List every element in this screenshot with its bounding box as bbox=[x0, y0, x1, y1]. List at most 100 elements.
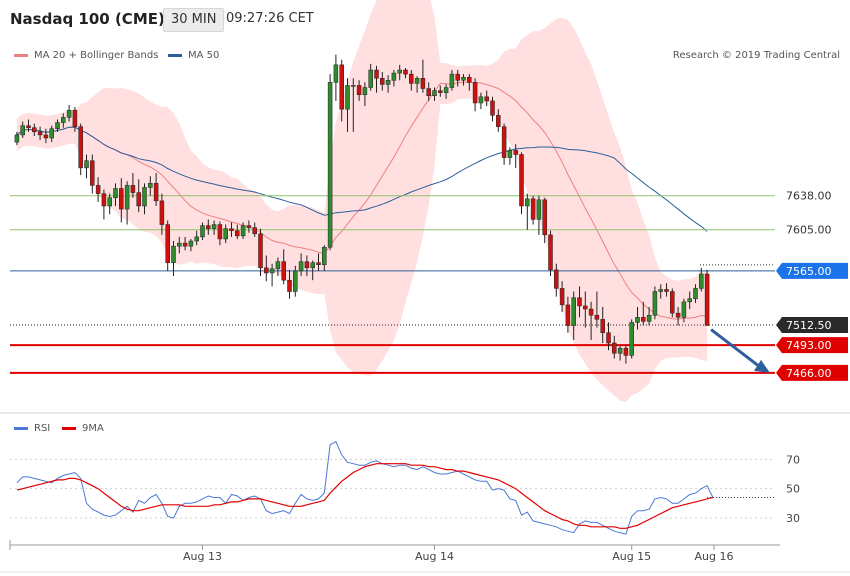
candle-body bbox=[617, 347, 623, 354]
timeframe-selector[interactable]: 30 MIN bbox=[163, 8, 225, 32]
candle-body bbox=[101, 193, 107, 207]
candle-body bbox=[113, 188, 118, 199]
legend-bollinger: MA 20 + Bollinger Bands bbox=[14, 50, 158, 61]
rsi-ma-swatch bbox=[62, 427, 76, 430]
projection-arrow-head bbox=[754, 359, 770, 373]
candle-body bbox=[252, 227, 257, 235]
time-label-Aug-13: Aug 13 bbox=[183, 550, 222, 563]
candle-body bbox=[559, 288, 565, 306]
candle-body bbox=[316, 262, 321, 265]
candle-body bbox=[95, 185, 101, 194]
candle-body bbox=[542, 199, 547, 236]
candle-body bbox=[165, 224, 170, 263]
price-legend: MA 20 + Bollinger Bands MA 50 Research ©… bbox=[0, 50, 850, 66]
candle-body bbox=[414, 77, 420, 84]
candle-body bbox=[565, 304, 571, 326]
candle-body bbox=[548, 234, 553, 271]
time-label-Aug-16: Aug 16 bbox=[695, 550, 734, 563]
candle-body bbox=[37, 131, 43, 136]
level-tags-layer: 7638.00 7605.00 7565.00 7512.50 7493.00 7466.… bbox=[776, 190, 848, 381]
candle-body bbox=[327, 82, 333, 248]
candle-body bbox=[699, 273, 704, 289]
candle-body bbox=[269, 268, 275, 274]
candle-body bbox=[322, 246, 327, 265]
candle-body bbox=[496, 115, 501, 127]
candle-body bbox=[275, 261, 281, 270]
candle-body bbox=[606, 332, 611, 344]
candle-body bbox=[438, 90, 443, 93]
candle-body bbox=[530, 198, 536, 220]
candle-body bbox=[409, 73, 414, 84]
candle-body bbox=[14, 134, 20, 143]
candle-body bbox=[20, 125, 25, 136]
candle-body bbox=[171, 245, 176, 263]
time-axis: Aug 13 Aug 14 Aug 15 Aug 16 bbox=[0, 540, 850, 573]
candles-layer bbox=[14, 54, 770, 373]
candle-body bbox=[571, 297, 576, 326]
candle-body bbox=[142, 187, 147, 207]
candle-body bbox=[612, 342, 617, 354]
candle-body bbox=[646, 314, 652, 322]
ma50-swatch bbox=[168, 54, 182, 57]
level-label-7605.00: 7605.00 bbox=[786, 224, 832, 237]
candle-body bbox=[339, 64, 344, 110]
candle-body bbox=[449, 73, 455, 88]
candle-body bbox=[536, 199, 542, 220]
rsi-legend: RSI 9MA bbox=[0, 423, 400, 439]
level-tag-7493.00 bbox=[776, 337, 848, 354]
copyright-text: Research © 2019 Trading Central bbox=[672, 50, 840, 61]
timestamp: 09:27:26 CET bbox=[226, 11, 314, 26]
candle-body bbox=[148, 183, 153, 188]
chart-header: Nasdaq 100 (CME) 30 MIN 09:27:26 CET bbox=[0, 0, 850, 38]
rsi-panel: 30 50 70 bbox=[0, 412, 850, 535]
candle-body bbox=[258, 233, 263, 269]
candle-body bbox=[206, 225, 211, 229]
level-tag-7565.00 bbox=[776, 262, 848, 279]
candle-body bbox=[641, 317, 646, 322]
candle-body bbox=[26, 125, 31, 128]
projection-arrow-shaft bbox=[710, 328, 761, 369]
candle-body bbox=[90, 160, 95, 186]
candle-body bbox=[304, 261, 310, 269]
candle-body bbox=[380, 77, 385, 85]
candle-body bbox=[66, 109, 72, 118]
candle-body bbox=[588, 308, 594, 316]
legend-rsi: RSI bbox=[14, 423, 50, 434]
level-tag-text-7512.50: 7512.50 bbox=[786, 319, 832, 332]
legend-ma50: MA 50 bbox=[168, 50, 219, 61]
rsi-tick-70: 70 bbox=[786, 453, 800, 466]
candle-body bbox=[159, 200, 165, 225]
candle-body bbox=[223, 228, 228, 240]
level-label-7638.00: 7638.00 bbox=[786, 190, 832, 203]
candle-body bbox=[484, 96, 489, 102]
candle-body bbox=[217, 224, 223, 240]
candle-body bbox=[519, 154, 524, 207]
candle-body bbox=[32, 127, 37, 133]
ma50-line bbox=[16, 126, 708, 232]
candle-body bbox=[281, 261, 286, 281]
candle-body bbox=[391, 72, 397, 81]
candle-body bbox=[403, 69, 408, 75]
instrument-title: Nasdaq 100 (CME) bbox=[10, 10, 165, 28]
level-tag-text-7466.00: 7466.00 bbox=[786, 367, 832, 380]
candle-body bbox=[461, 76, 466, 81]
candle-body bbox=[345, 85, 350, 110]
candle-body bbox=[687, 298, 692, 303]
candle-body bbox=[675, 312, 681, 318]
candle-body bbox=[600, 319, 605, 333]
time-label-Aug-14: Aug 14 bbox=[415, 550, 454, 563]
candle-body bbox=[240, 225, 246, 237]
candle-body bbox=[182, 242, 188, 247]
candle-body bbox=[264, 267, 269, 274]
legend-rsi-label: RSI bbox=[34, 423, 51, 434]
rsi-swatch bbox=[14, 427, 28, 430]
candle-body bbox=[235, 230, 240, 237]
candle-body bbox=[443, 87, 449, 93]
candle-body bbox=[478, 96, 484, 104]
candle-body bbox=[119, 188, 124, 210]
candle-body bbox=[124, 185, 130, 210]
candle-body bbox=[670, 291, 675, 314]
candle-body bbox=[635, 317, 640, 323]
candle-body bbox=[513, 150, 518, 155]
